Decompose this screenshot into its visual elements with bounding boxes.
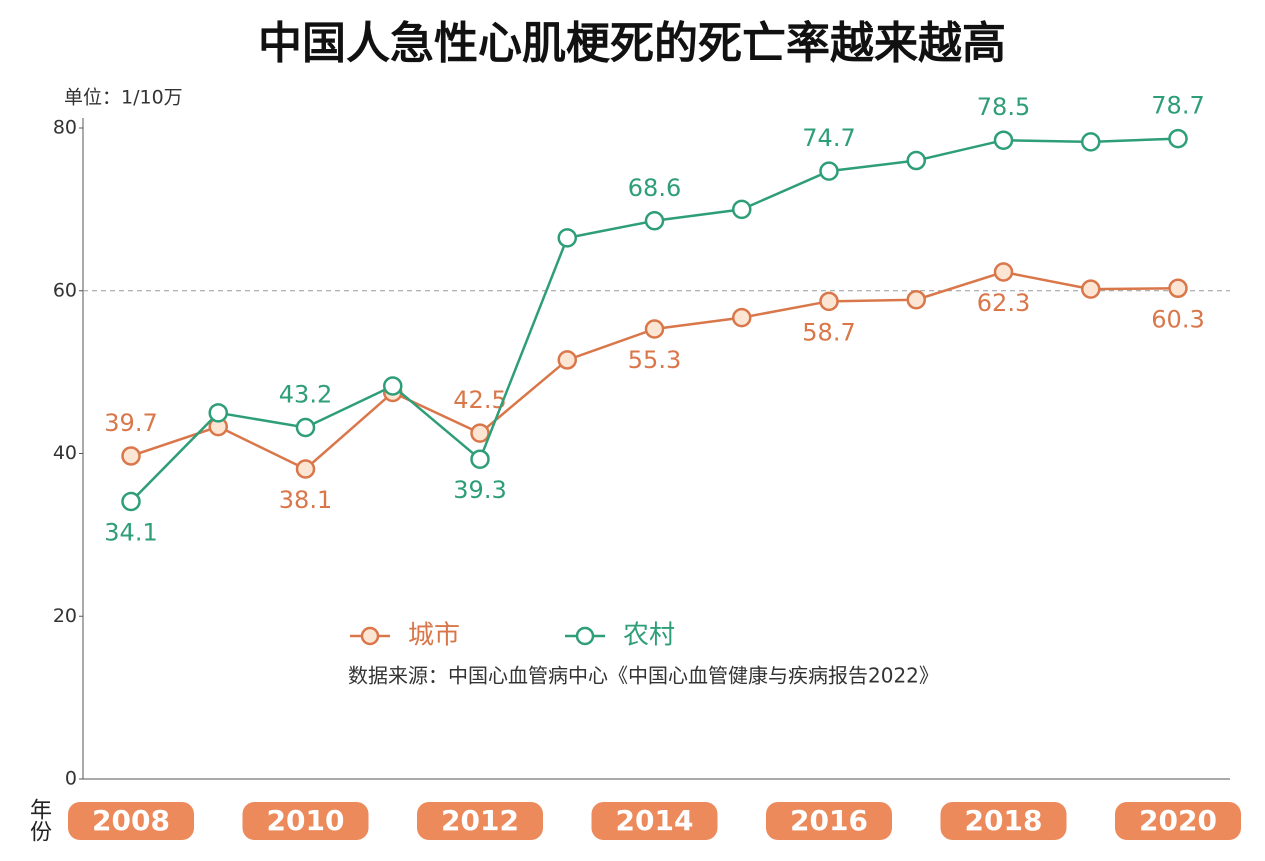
data-label: 55.3	[628, 346, 681, 374]
x-tick-label: 2012	[441, 804, 519, 837]
y-tick-label: 20	[53, 605, 77, 627]
point	[644, 211, 665, 231]
point	[557, 350, 577, 370]
x-tick-box	[242, 802, 369, 840]
data-label: 78.5	[977, 93, 1030, 121]
point	[1081, 132, 1101, 152]
x-tick-box	[68, 802, 194, 840]
point	[993, 262, 1014, 282]
y-tick-label: 60	[53, 279, 77, 301]
data-label: 43.2	[279, 380, 332, 408]
point	[295, 417, 316, 438]
point	[906, 150, 926, 171]
legend-marker	[360, 626, 380, 646]
x-tick-box	[417, 802, 543, 840]
point	[732, 307, 752, 328]
data-label: 58.7	[802, 318, 855, 346]
data-label: 42.5	[453, 386, 506, 414]
x-tick-label: 2008	[92, 804, 170, 837]
point	[295, 459, 316, 479]
x-tick-label: 2018	[965, 804, 1043, 837]
point	[383, 376, 403, 396]
data-label: 78.7	[1151, 92, 1204, 120]
point	[819, 161, 839, 181]
legend-marker	[575, 626, 595, 646]
data-label: 62.3	[977, 289, 1030, 317]
point	[819, 291, 839, 312]
data-label: 39.3	[453, 476, 506, 504]
point	[121, 491, 141, 512]
y-tick-label: 0	[65, 768, 77, 790]
source-note: 数据来源：中国心血管病中心《中国心血管健康与疾病报告2022》	[348, 664, 939, 688]
data-label: 38.1	[279, 486, 332, 514]
point	[1168, 128, 1188, 149]
data-label: 34.1	[104, 519, 157, 547]
x-tick-box	[1115, 802, 1241, 840]
data-label: 68.6	[628, 174, 681, 202]
point	[1168, 278, 1188, 299]
point	[906, 289, 926, 310]
x-tick-box	[591, 802, 718, 840]
point	[470, 423, 490, 443]
point	[1081, 279, 1101, 299]
chart-title: 中国人急性心肌梗死的死亡率越来越高	[258, 18, 1006, 69]
point	[557, 228, 577, 248]
data-label: 39.7	[104, 409, 157, 437]
unit-label: 单位：1/10万	[64, 87, 183, 109]
x-tick-box	[766, 802, 892, 840]
point	[121, 446, 141, 466]
point	[470, 449, 490, 469]
legend-label: 城市	[408, 621, 460, 651]
x-tick-label: 2016	[790, 804, 868, 837]
x-tick-box	[940, 802, 1067, 840]
y-tick-label: 80	[53, 117, 77, 139]
point	[732, 199, 752, 220]
data-label: 60.3	[1151, 305, 1204, 333]
x-axis-label: 年份	[26, 798, 52, 842]
x-tick-label: 2020	[1139, 804, 1217, 837]
data-label: 74.7	[802, 124, 855, 152]
point	[644, 319, 665, 339]
legend-label: 农村	[623, 621, 675, 651]
y-tick-label: 40	[53, 442, 77, 464]
point	[208, 403, 228, 423]
x-tick-label: 2014	[616, 804, 694, 837]
x-tick-label: 2010	[267, 804, 345, 837]
point	[993, 130, 1014, 150]
